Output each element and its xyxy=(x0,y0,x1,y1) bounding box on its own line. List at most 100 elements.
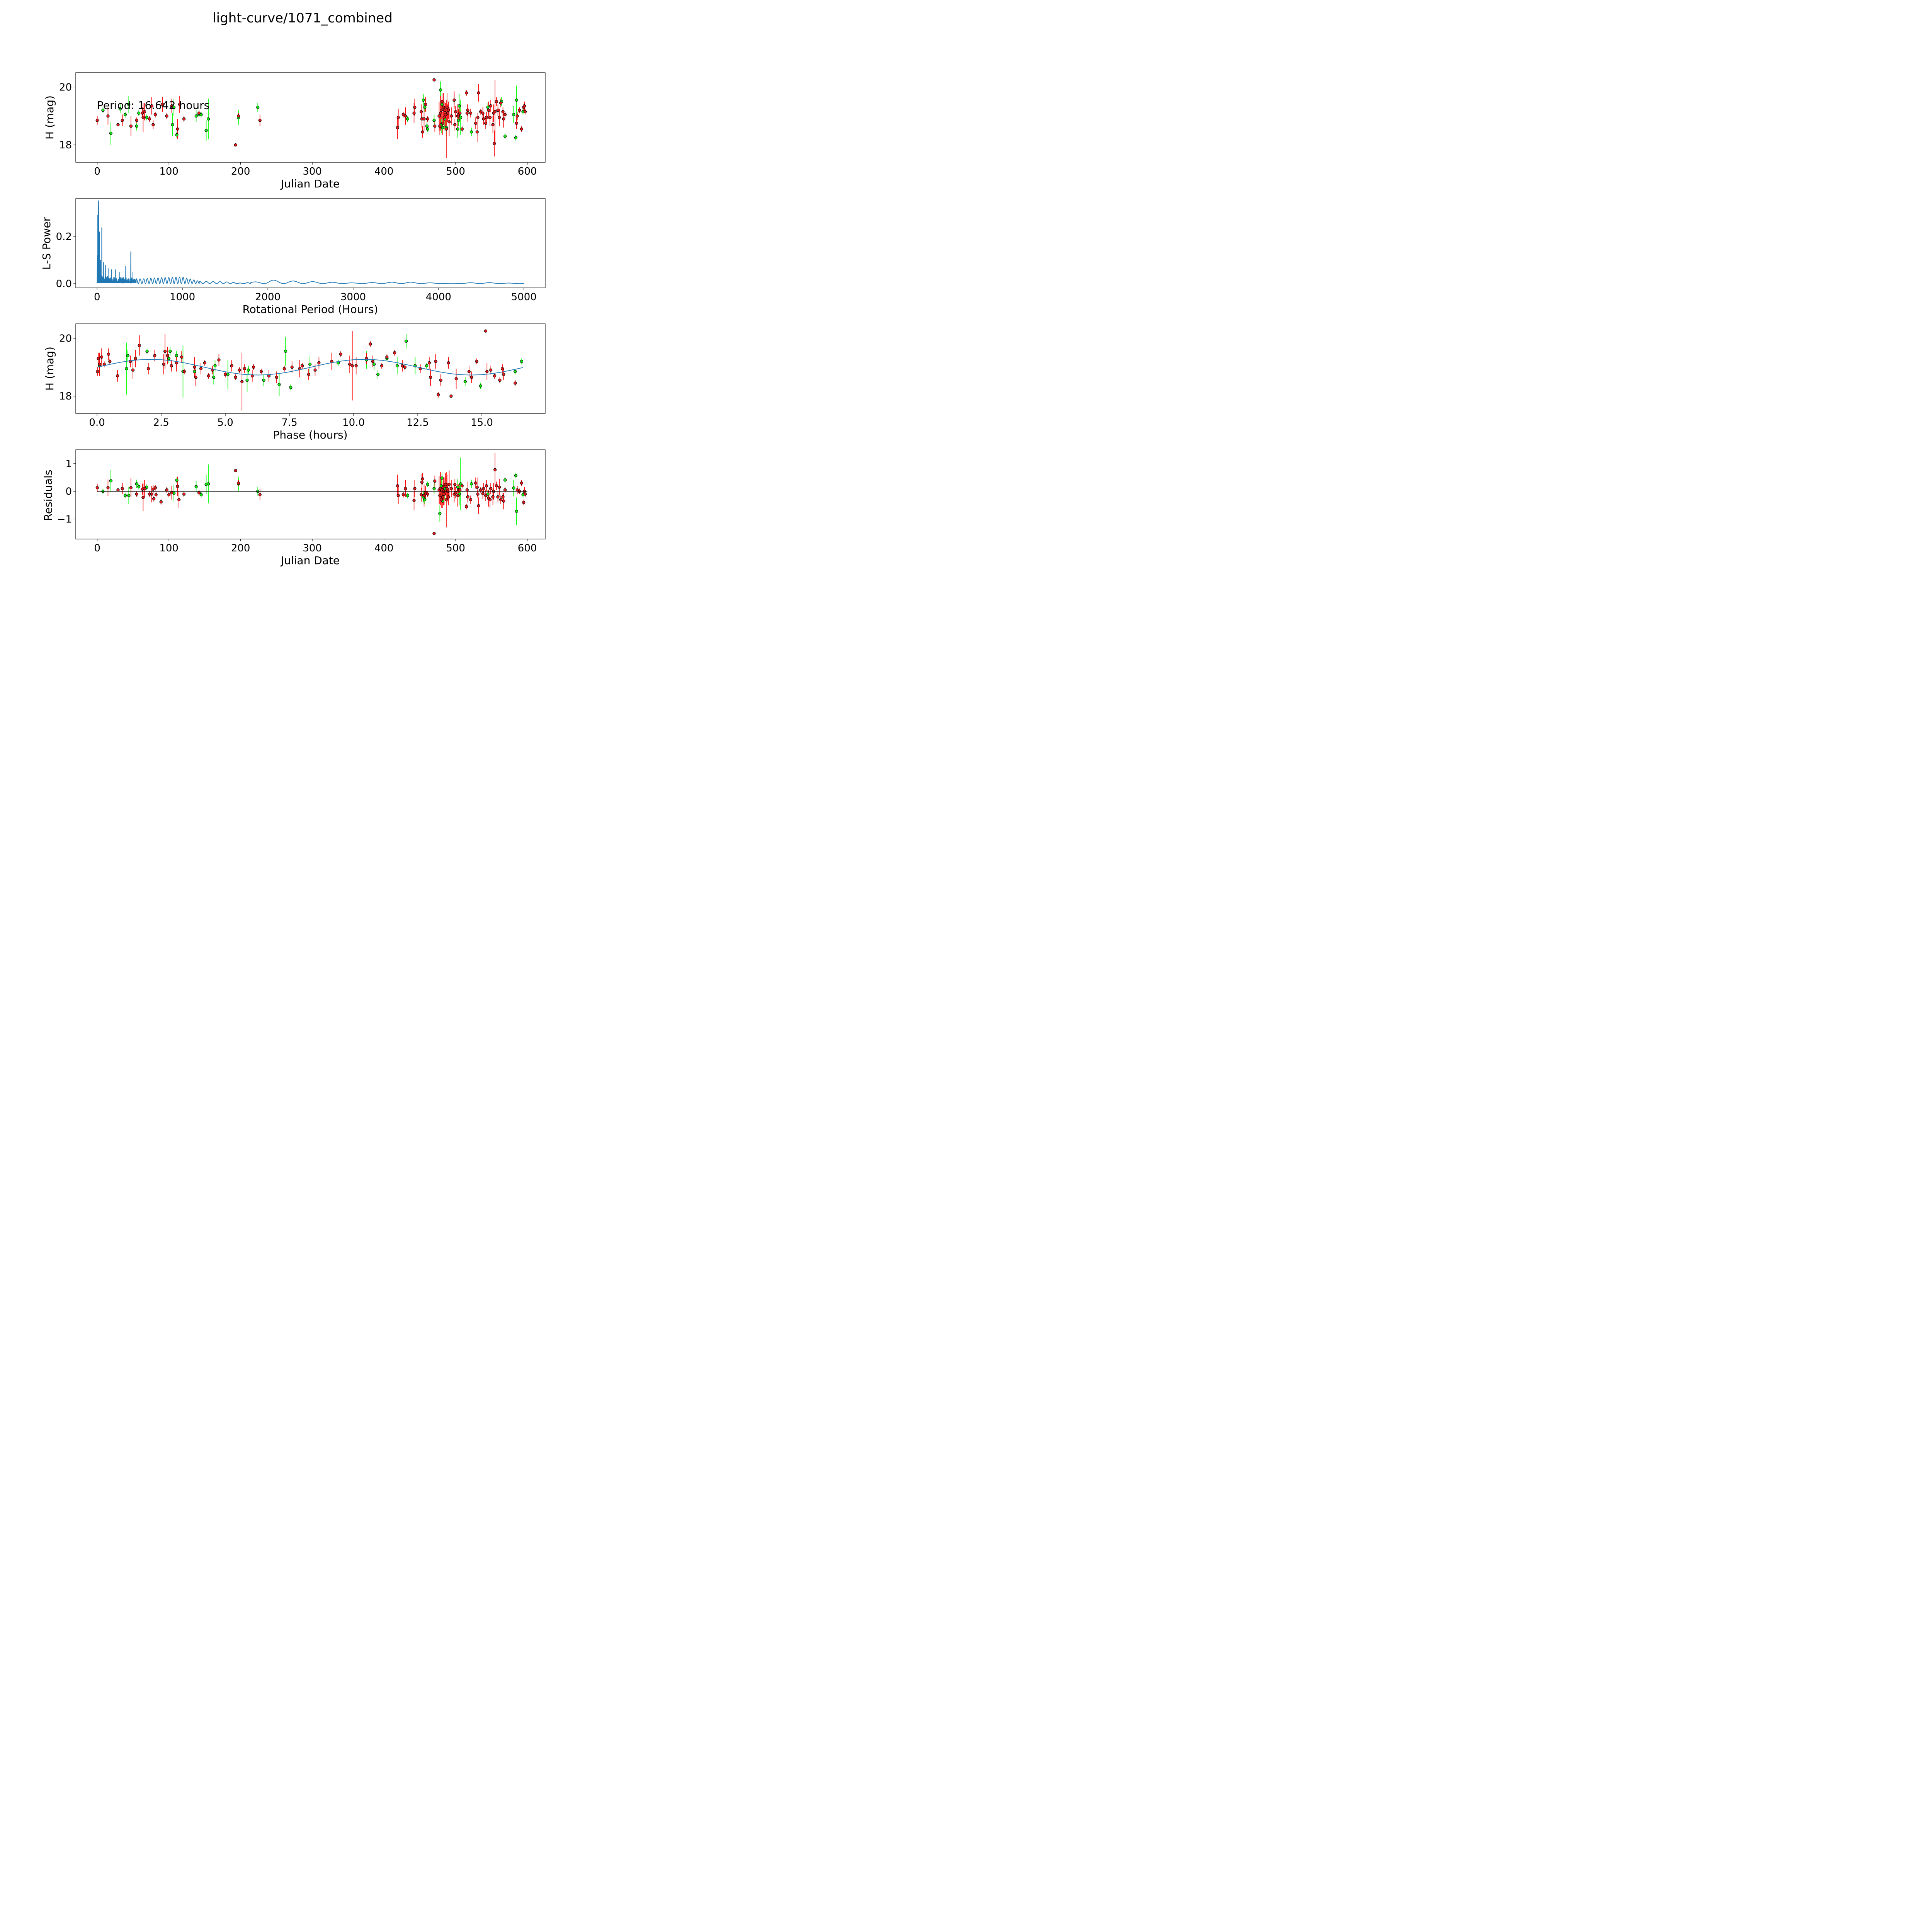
lightcurve-point-red xyxy=(432,78,436,82)
lightcurve-point-red xyxy=(489,104,493,108)
lightcurve-point-red xyxy=(502,117,505,121)
residuals-point-red xyxy=(469,498,473,502)
phased-point-red xyxy=(100,355,104,359)
phased-point-green xyxy=(514,370,517,373)
phased-xtick-label: 10.0 xyxy=(342,417,365,429)
lightcurve-point-red xyxy=(476,116,480,119)
phased-point-red xyxy=(313,368,317,372)
residuals-point-red xyxy=(447,483,451,486)
residuals-point-green xyxy=(439,484,443,488)
lightcurve-xtick-label: 500 xyxy=(446,166,465,177)
lightcurve-point-green xyxy=(440,103,444,106)
lightcurve-point-green xyxy=(137,111,141,115)
residuals-point-green xyxy=(469,482,473,486)
phased-point-red xyxy=(97,357,100,360)
lightcurve-point-red xyxy=(404,114,407,118)
residuals-point-red xyxy=(522,501,526,504)
periodogram-ylabel: L-S Power xyxy=(40,217,53,270)
residuals-point-red xyxy=(498,485,501,489)
lightcurve-point-red xyxy=(121,119,124,122)
residuals-point-green xyxy=(207,482,210,486)
residuals-point-red xyxy=(422,494,426,497)
phased-point-red xyxy=(350,364,354,367)
lightcurve-point-red xyxy=(442,116,446,119)
lightcurve-point-red xyxy=(141,111,144,115)
lightcurve-point-red xyxy=(464,91,468,95)
lightcurve-panel: 0 100 200 300 400 500 600 18 20 Julian Date H (m… xyxy=(43,72,546,190)
phased-fit-curve xyxy=(97,359,523,376)
phased-point-red xyxy=(240,380,244,383)
residuals-point-red xyxy=(484,494,488,497)
lightcurve-point-red xyxy=(498,116,501,119)
residuals-point-green xyxy=(440,476,444,480)
phased-point-red xyxy=(447,361,450,365)
lightcurve-point-red xyxy=(515,121,518,125)
lightcurve-point-red xyxy=(479,110,483,114)
lightcurve-point-red xyxy=(258,119,262,122)
phased-point-green xyxy=(167,357,171,360)
phased-point-red xyxy=(96,370,99,373)
phased-point-green xyxy=(193,370,196,373)
periodogram-frame xyxy=(75,198,546,288)
phased-point-red xyxy=(485,370,489,373)
residuals-point-red xyxy=(464,505,468,509)
residuals-point-red xyxy=(153,486,157,490)
lightcurve-point-red xyxy=(488,116,492,119)
residuals-point-green xyxy=(423,498,427,502)
phased-point-red xyxy=(134,357,137,360)
residuals-point-green xyxy=(456,485,459,489)
lightcurve-point-red xyxy=(475,130,479,134)
lightcurve-ticks: 0 100 200 300 400 500 600 18 20 xyxy=(59,82,537,177)
residuals-point-green xyxy=(426,483,429,486)
residuals-point-red xyxy=(444,483,447,486)
lightcurve-frame xyxy=(75,72,546,163)
residuals-xtick-label: 0 xyxy=(94,543,100,554)
lightcurve-point-green xyxy=(135,124,138,128)
residuals-ticks: 0 100 200 300 400 500 600 1 0 −1 xyxy=(57,458,537,554)
phased-point-green xyxy=(425,364,429,367)
residuals-point-green xyxy=(194,485,198,488)
residuals-point-red xyxy=(152,497,156,501)
lightcurve-point-red xyxy=(401,113,405,116)
residuals-point-red xyxy=(465,488,469,492)
lightcurve-xtick-label: 0 xyxy=(94,166,100,177)
phased-point-red xyxy=(403,366,406,369)
residuals-xlabel: Julian Date xyxy=(280,554,340,567)
residuals-point-red xyxy=(420,480,424,484)
residuals-point-green xyxy=(175,478,179,482)
phased-point-red xyxy=(107,352,111,356)
phased-point-red xyxy=(217,358,221,362)
phased-point-green xyxy=(520,360,524,363)
phased-point-green xyxy=(145,349,149,353)
residuals-point-red xyxy=(167,493,171,497)
residuals-point-red xyxy=(499,498,503,502)
residuals-point-red xyxy=(458,488,462,492)
periodogram-ticks: 0 1000 2000 3000 4000 5000 0.0 0.2 xyxy=(56,231,537,303)
phased-point-red xyxy=(163,349,167,353)
lightcurve-point-red xyxy=(236,114,240,118)
phased-point-red xyxy=(170,364,173,367)
phased-point-red xyxy=(369,342,372,346)
residuals-point-red xyxy=(476,492,480,496)
phased-point-red xyxy=(116,374,119,378)
lightcurve-point-red xyxy=(453,123,457,126)
residuals-point-red xyxy=(466,495,469,499)
lightcurve-point-green xyxy=(101,109,105,112)
lightcurve-point-red xyxy=(444,127,448,131)
lightcurve-point-red xyxy=(442,105,445,109)
phased-point-red xyxy=(514,381,517,385)
lightcurve-point-green xyxy=(432,119,436,122)
residuals-point-red xyxy=(495,484,498,488)
lightcurve-point-red xyxy=(495,100,498,103)
phased-point-red xyxy=(393,351,396,354)
lightcurve-point-red xyxy=(426,117,429,121)
residuals-point-red xyxy=(129,486,133,490)
residuals-point-green xyxy=(432,487,436,490)
lightcurve-point-green xyxy=(441,126,444,129)
lightcurve-point-green xyxy=(515,98,518,102)
residuals-point-red xyxy=(488,498,492,502)
phased-point-red xyxy=(454,377,458,381)
period-annotation: Period: 16.642 hours xyxy=(97,99,209,112)
residuals-point-red xyxy=(501,495,505,499)
residuals-point-green xyxy=(406,494,409,497)
